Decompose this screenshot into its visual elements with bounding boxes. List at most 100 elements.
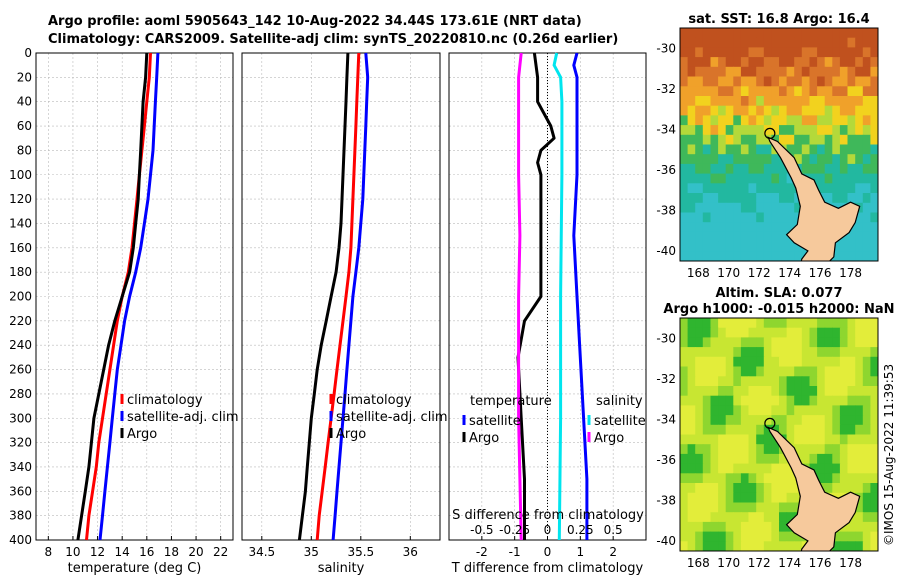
temp-argo-line bbox=[76, 52, 149, 541]
diff-top-tick-label: -0.5 bbox=[470, 523, 493, 537]
map-cell bbox=[779, 28, 788, 39]
diff-top-tick-label: -0.25 bbox=[499, 523, 530, 537]
map-cell bbox=[710, 386, 719, 397]
map-cell bbox=[718, 241, 727, 252]
map-cell bbox=[786, 463, 795, 474]
map-cell bbox=[771, 231, 780, 243]
map-cell bbox=[794, 134, 803, 146]
map-cell bbox=[695, 473, 704, 484]
argo-position-marker bbox=[764, 417, 776, 429]
map-cell bbox=[702, 163, 711, 175]
map-cell bbox=[832, 134, 841, 146]
map-cell bbox=[855, 105, 864, 116]
map-cell bbox=[725, 231, 734, 243]
map-cell bbox=[839, 47, 849, 58]
map-cell bbox=[702, 521, 711, 533]
map-cell bbox=[695, 502, 704, 513]
map-cell bbox=[862, 337, 871, 348]
map-cell bbox=[733, 163, 742, 175]
y-tick-label: 360 bbox=[9, 484, 32, 498]
map-cell bbox=[718, 231, 727, 243]
map-cell bbox=[733, 483, 742, 494]
map-cell bbox=[832, 154, 841, 165]
map-cell bbox=[718, 366, 727, 377]
map-lon-label: 168 bbox=[687, 266, 710, 280]
map-cell bbox=[801, 115, 810, 126]
diff-top-tick-label: 0.5 bbox=[604, 523, 623, 537]
map-cell bbox=[862, 492, 871, 504]
map-cell bbox=[771, 86, 780, 97]
map-cell bbox=[687, 356, 696, 368]
map-cell bbox=[824, 66, 833, 78]
map-cell bbox=[680, 366, 689, 377]
map-cell bbox=[763, 202, 772, 214]
map-cell bbox=[718, 193, 727, 204]
map-cell bbox=[847, 37, 856, 48]
map-cell bbox=[725, 463, 734, 474]
map-cell bbox=[680, 405, 689, 416]
map-cell bbox=[763, 163, 772, 175]
sla-map bbox=[679, 317, 879, 552]
map-cell bbox=[710, 405, 719, 416]
map-cell bbox=[771, 512, 780, 523]
map-cell bbox=[710, 231, 719, 243]
map-cell bbox=[786, 28, 795, 39]
map-cell bbox=[870, 222, 878, 233]
map-cell bbox=[733, 531, 742, 542]
map-cell bbox=[862, 444, 871, 455]
map-cell bbox=[756, 502, 765, 513]
map-cell bbox=[680, 512, 689, 523]
map-cell bbox=[687, 76, 696, 87]
map-lon-label: 176 bbox=[809, 266, 832, 280]
map-cell bbox=[695, 424, 704, 436]
map-lat-label: -40 bbox=[656, 534, 676, 548]
temp-legend-0-label: climatology bbox=[127, 393, 203, 408]
map-cell bbox=[680, 173, 689, 184]
map-lat-label: -38 bbox=[656, 203, 676, 217]
map-cell bbox=[771, 463, 780, 474]
map-cell bbox=[832, 37, 841, 48]
map-cell bbox=[756, 57, 765, 68]
map-cell bbox=[786, 222, 795, 233]
map-cell bbox=[786, 434, 795, 445]
map-cell bbox=[794, 86, 803, 97]
map-cell bbox=[794, 202, 803, 214]
map-cell bbox=[847, 115, 856, 126]
map-cell bbox=[725, 453, 734, 465]
map-cell bbox=[817, 115, 826, 126]
map-cell bbox=[740, 47, 750, 58]
map-lon-label: 170 bbox=[717, 266, 740, 280]
map-cell bbox=[718, 154, 727, 165]
map-cell bbox=[702, 241, 711, 252]
map-cell bbox=[687, 483, 696, 494]
map-cell bbox=[779, 337, 788, 348]
map-cell bbox=[862, 231, 871, 243]
map-cell bbox=[832, 66, 841, 78]
map-cell bbox=[740, 76, 750, 87]
map-cell bbox=[733, 318, 742, 329]
map-cell bbox=[680, 318, 689, 329]
map-cell bbox=[870, 125, 878, 136]
map-cell bbox=[870, 453, 878, 465]
map-cell bbox=[748, 96, 757, 107]
map-cell bbox=[695, 327, 704, 338]
map-cell bbox=[839, 453, 849, 465]
map-cell bbox=[740, 37, 750, 48]
map-cell bbox=[801, 57, 810, 68]
map-cell bbox=[809, 144, 818, 155]
map-cell bbox=[733, 66, 742, 78]
map-cell bbox=[855, 76, 864, 87]
x-tick-label: -1 bbox=[509, 545, 521, 559]
map-cell bbox=[824, 453, 833, 465]
map-cell bbox=[733, 115, 742, 126]
map-cell bbox=[839, 424, 849, 436]
map-cell bbox=[725, 512, 734, 523]
map-cell bbox=[779, 37, 788, 48]
map-cell bbox=[801, 453, 810, 465]
map-cell bbox=[809, 86, 818, 97]
map-cell bbox=[756, 541, 765, 551]
temp-legend-2-label: Argo bbox=[127, 427, 157, 442]
map-cell bbox=[733, 356, 742, 368]
map-cell bbox=[733, 212, 742, 223]
map-cell bbox=[779, 251, 788, 261]
